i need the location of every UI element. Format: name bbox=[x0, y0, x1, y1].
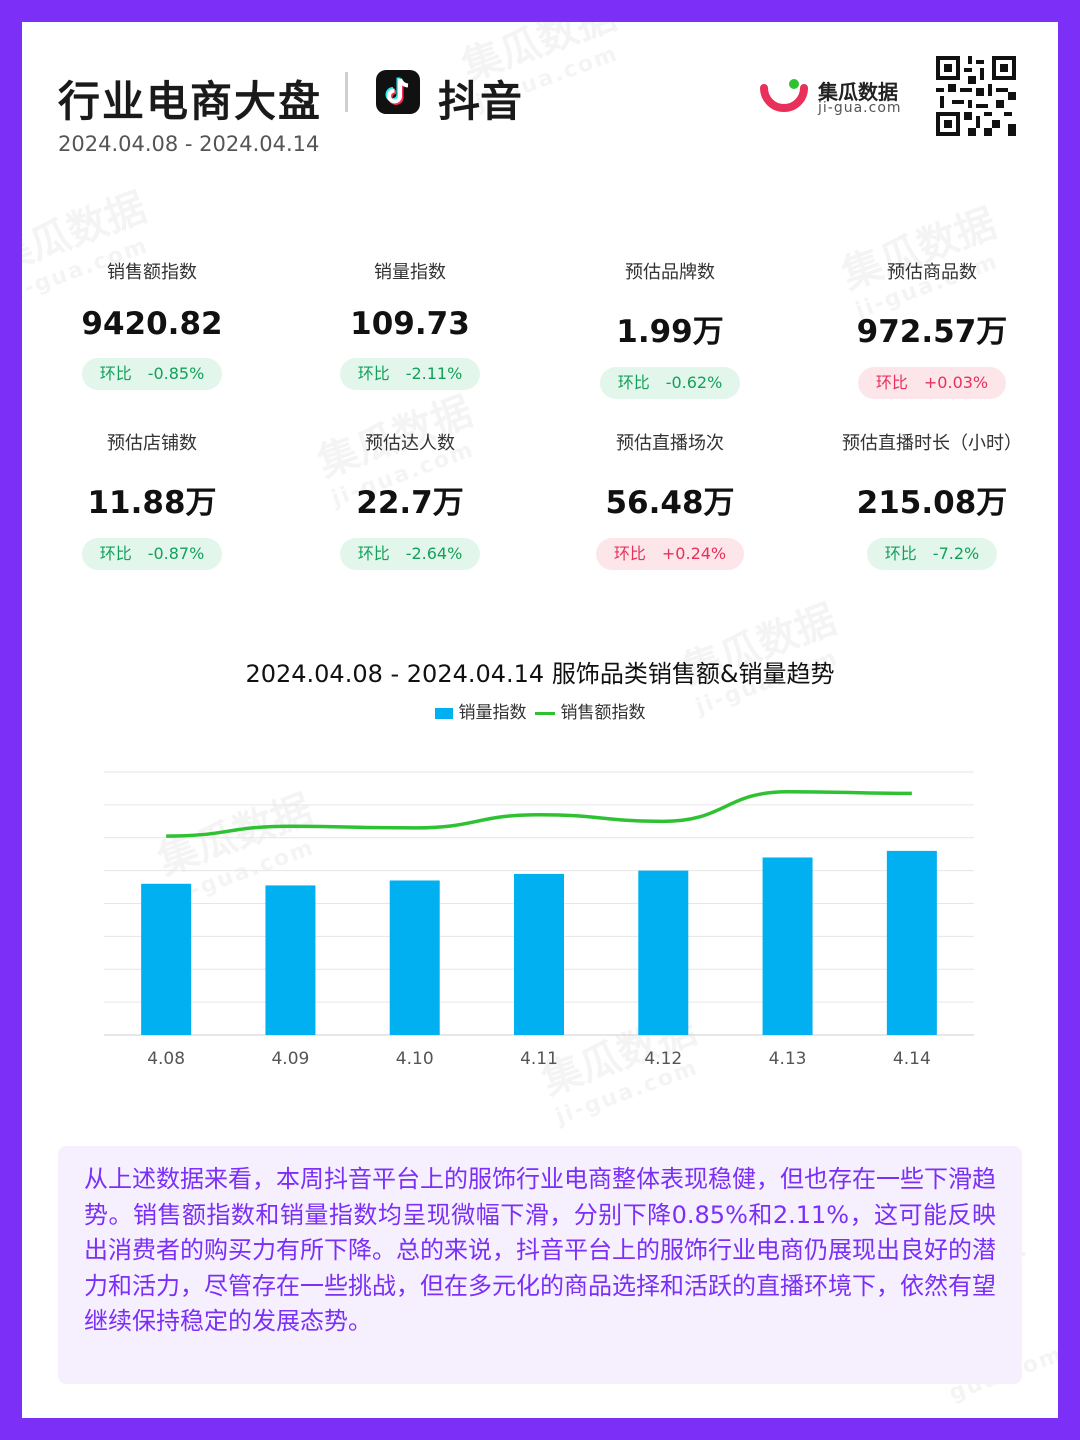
change-value: -0.85% bbox=[147, 364, 205, 383]
metric-value: 22.7万 bbox=[356, 485, 464, 521]
metric-influencer-count: 预估达人数 22.7万 环比 -2.64% bbox=[280, 429, 540, 570]
title-divider bbox=[345, 72, 348, 112]
change-label: 环比 bbox=[884, 544, 917, 563]
date-range: 2024.04.08 - 2024.04.14 bbox=[58, 132, 320, 156]
metric-value: 109.73 bbox=[350, 306, 470, 342]
change-value: -7.2% bbox=[932, 544, 980, 563]
x-tick-label: 4.12 bbox=[644, 1049, 682, 1069]
change-label: 环比 bbox=[99, 544, 132, 563]
metric-change-badge: 环比 +0.03% bbox=[857, 367, 1007, 399]
qr-code-icon bbox=[936, 56, 1016, 140]
metric-label: 预估直播时长（小时） bbox=[842, 433, 1022, 454]
bar-4.12 bbox=[638, 870, 689, 1035]
change-label: 环比 bbox=[99, 364, 132, 383]
x-tick-label: 4.14 bbox=[893, 1049, 931, 1069]
brand-name: 集瓜数据 bbox=[818, 80, 898, 104]
metric-change-badge: 环比 -0.85% bbox=[81, 358, 223, 390]
metric-store-count: 预估店铺数 11.88万 环比 -0.87% bbox=[22, 429, 282, 570]
x-tick-label: 4.09 bbox=[271, 1049, 309, 1069]
change-value: +0.24% bbox=[661, 544, 727, 563]
metric-value: 56.48万 bbox=[605, 485, 735, 521]
chart-legend: 销量指数 销售额指数 bbox=[22, 698, 1058, 723]
legend-line-swatch bbox=[534, 711, 555, 715]
metric-brand-count: 预估品牌数 1.99万 环比 -0.62% bbox=[540, 258, 800, 399]
x-tick-label: 4.10 bbox=[396, 1049, 434, 1069]
page-title: 行业电商大盘 bbox=[58, 77, 323, 126]
change-label: 环比 bbox=[357, 364, 390, 383]
legend-bar-swatch bbox=[434, 707, 453, 719]
change-value: -0.62% bbox=[665, 373, 723, 392]
metric-live-duration: 预估直播时长（小时） 215.08万 环比 -7.2% bbox=[802, 429, 1058, 570]
trend-chart: 4.08 4.09 4.10 4.11 4.12 4.13 4.14 bbox=[104, 771, 974, 1069]
metric-change-badge: 环比 -2.64% bbox=[339, 538, 481, 570]
change-label: 环比 bbox=[613, 544, 646, 563]
metric-label: 预估商品数 bbox=[887, 262, 977, 283]
x-tick-label: 4.13 bbox=[769, 1049, 807, 1069]
metric-live-sessions: 预估直播场次 56.48万 环比 +0.24% bbox=[540, 429, 800, 570]
metric-change-badge: 环比 -7.2% bbox=[866, 538, 998, 570]
metric-change-badge: 环比 -2.11% bbox=[339, 358, 481, 390]
metric-value: 1.99万 bbox=[616, 314, 724, 350]
change-value: -0.87% bbox=[147, 544, 205, 563]
bar-4.14 bbox=[886, 850, 937, 1035]
metric-label: 预估达人数 bbox=[365, 433, 455, 454]
legend-item-volume: 销量指数 bbox=[458, 703, 527, 723]
jigua-logo-icon bbox=[760, 78, 808, 118]
bar-4.11 bbox=[514, 873, 564, 1035]
douyin-logo-icon bbox=[376, 70, 420, 114]
metric-change-badge: 环比 +0.24% bbox=[595, 538, 745, 570]
metric-value: 11.88万 bbox=[87, 485, 217, 521]
metric-label: 预估品牌数 bbox=[625, 262, 715, 283]
metric-value: 9420.82 bbox=[81, 306, 223, 342]
change-value: +0.03% bbox=[923, 373, 989, 392]
bar-4.08 bbox=[141, 883, 192, 1035]
metric-volume-index: 销量指数 109.73 环比 -2.11% bbox=[280, 258, 540, 390]
bar-4.13 bbox=[762, 857, 813, 1035]
x-tick-label: 4.11 bbox=[520, 1049, 558, 1069]
change-value: -2.11% bbox=[405, 364, 463, 383]
metric-value: 215.08万 bbox=[856, 485, 1008, 521]
metric-product-count: 预估商品数 972.57万 环比 +0.03% bbox=[802, 258, 1058, 399]
summary-box: 从上述数据来看，本周抖音平台上的服饰行业电商整体表现稳健，但也存在一些下滑趋势。… bbox=[58, 1146, 1022, 1384]
metric-label: 销量指数 bbox=[374, 262, 446, 283]
metric-sales-index: 销售额指数 9420.82 环比 -0.85% bbox=[22, 258, 282, 390]
x-tick-label: 4.08 bbox=[147, 1049, 185, 1069]
legend-item-sales: 销售额指数 bbox=[560, 703, 646, 723]
change-value: -2.64% bbox=[405, 544, 463, 563]
metric-change-badge: 环比 -0.87% bbox=[81, 538, 223, 570]
change-label: 环比 bbox=[357, 544, 390, 563]
metric-label: 预估直播场次 bbox=[616, 433, 724, 454]
brand-url: ji-gua.com bbox=[818, 100, 902, 116]
summary-text: 从上述数据来看，本周抖音平台上的服饰行业电商整体表现稳健，但也存在一些下滑趋势。… bbox=[84, 1165, 996, 1335]
chart-title: 2024.04.08 - 2024.04.14 服饰品类销售额&销量趋势 bbox=[245, 660, 835, 688]
sales-index-line bbox=[166, 789, 912, 838]
change-label: 环比 bbox=[617, 373, 650, 392]
bar-4.10 bbox=[389, 880, 440, 1035]
bar-4.09 bbox=[265, 885, 316, 1035]
metric-value: 972.57万 bbox=[856, 314, 1008, 350]
change-label: 环比 bbox=[875, 373, 908, 392]
metric-label: 预估店铺数 bbox=[107, 433, 197, 454]
metric-change-badge: 环比 -0.62% bbox=[599, 367, 741, 399]
metric-label: 销售额指数 bbox=[107, 262, 197, 283]
platform-name: 抖音 bbox=[438, 77, 523, 126]
